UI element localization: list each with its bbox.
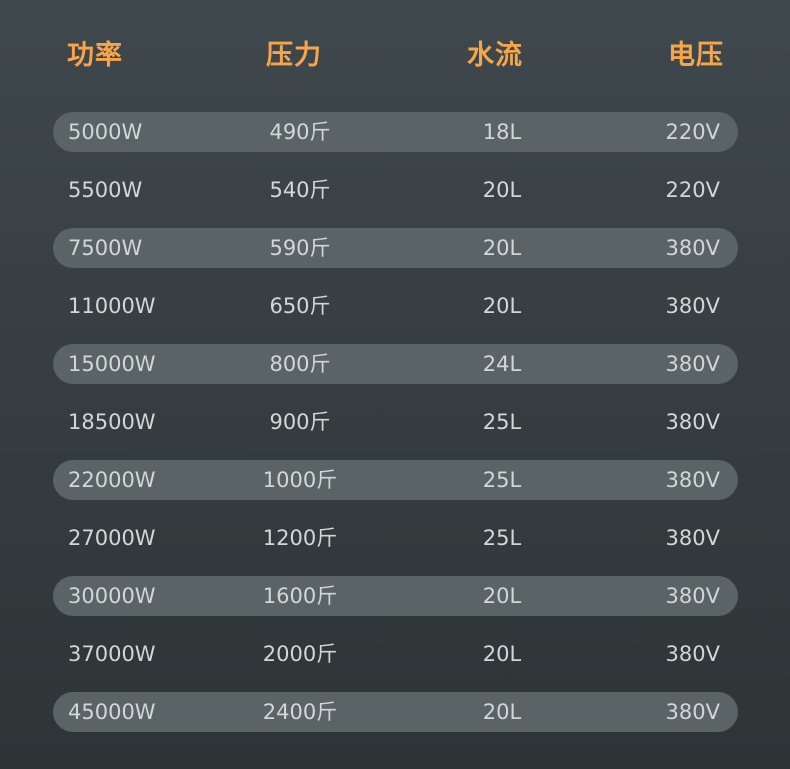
table-row: 11000W 650斤 20L 380V <box>53 286 738 326</box>
pressure-value: 1000斤 <box>262 468 338 492</box>
voltage-cell: 220V <box>665 178 720 202</box>
header-voltage: 电压 <box>668 40 724 71</box>
flow-value: 25L <box>482 526 522 550</box>
table-row: 5500W 540斤 20L 220V <box>53 170 738 210</box>
voltage-cell: 380V <box>665 294 720 318</box>
power-cell: 30000W <box>68 584 156 608</box>
power-cell: 45000W <box>68 700 156 724</box>
flow-value: 20L <box>482 642 522 666</box>
table-row: 15000W 800斤 24L 380V <box>53 344 738 384</box>
pressure-value: 650斤 <box>269 294 331 318</box>
voltage-cell: 380V <box>665 468 720 492</box>
power-cell: 11000W <box>68 294 156 318</box>
flow-value: 25L <box>482 410 522 434</box>
voltage-cell: 380V <box>665 526 720 550</box>
flow-value: 25L <box>482 468 522 492</box>
voltage-cell: 380V <box>665 700 720 724</box>
table-row: 5000W 490斤 18L 220V <box>53 112 738 152</box>
power-cell: 7500W <box>68 236 143 260</box>
power-cell: 5500W <box>68 178 143 202</box>
table-row: 45000W 2400斤 20L 380V <box>53 692 738 732</box>
power-cell: 37000W <box>68 642 156 666</box>
table-row: 37000W 2000斤 20L 380V <box>53 634 738 674</box>
voltage-cell: 380V <box>665 352 720 376</box>
pressure-value: 1200斤 <box>262 526 338 550</box>
header-power: 功率 <box>67 40 123 71</box>
pressure-value: 540斤 <box>269 178 331 202</box>
header-pressure: 压力 <box>266 40 322 71</box>
table-row: 30000W 1600斤 20L 380V <box>53 576 738 616</box>
power-cell: 27000W <box>68 526 156 550</box>
table-row: 22000W 1000斤 25L 380V <box>53 460 738 500</box>
table-row: 18500W 900斤 25L 380V <box>53 402 738 442</box>
pressure-value: 2000斤 <box>262 642 338 666</box>
flow-value: 20L <box>482 236 522 260</box>
voltage-cell: 220V <box>665 120 720 144</box>
flow-value: 20L <box>482 294 522 318</box>
flow-value: 18L <box>482 120 522 144</box>
pressure-value: 2400斤 <box>262 700 338 724</box>
header-flow: 水流 <box>467 40 523 71</box>
flow-value: 20L <box>482 178 522 202</box>
pressure-value: 590斤 <box>269 236 331 260</box>
voltage-cell: 380V <box>665 642 720 666</box>
pressure-value: 800斤 <box>269 352 331 376</box>
power-cell: 18500W <box>68 410 156 434</box>
flow-value: 24L <box>482 352 522 376</box>
pressure-value: 900斤 <box>269 410 331 434</box>
pressure-value: 490斤 <box>269 120 331 144</box>
flow-value: 20L <box>482 584 522 608</box>
voltage-cell: 380V <box>665 584 720 608</box>
power-cell: 22000W <box>68 468 156 492</box>
pressure-value: 1600斤 <box>262 584 338 608</box>
flow-value: 20L <box>482 700 522 724</box>
voltage-cell: 380V <box>665 236 720 260</box>
table-row: 7500W 590斤 20L 380V <box>53 228 738 268</box>
power-cell: 5000W <box>68 120 143 144</box>
voltage-cell: 380V <box>665 410 720 434</box>
power-cell: 15000W <box>68 352 156 376</box>
table-row: 27000W 1200斤 25L 380V <box>53 518 738 558</box>
